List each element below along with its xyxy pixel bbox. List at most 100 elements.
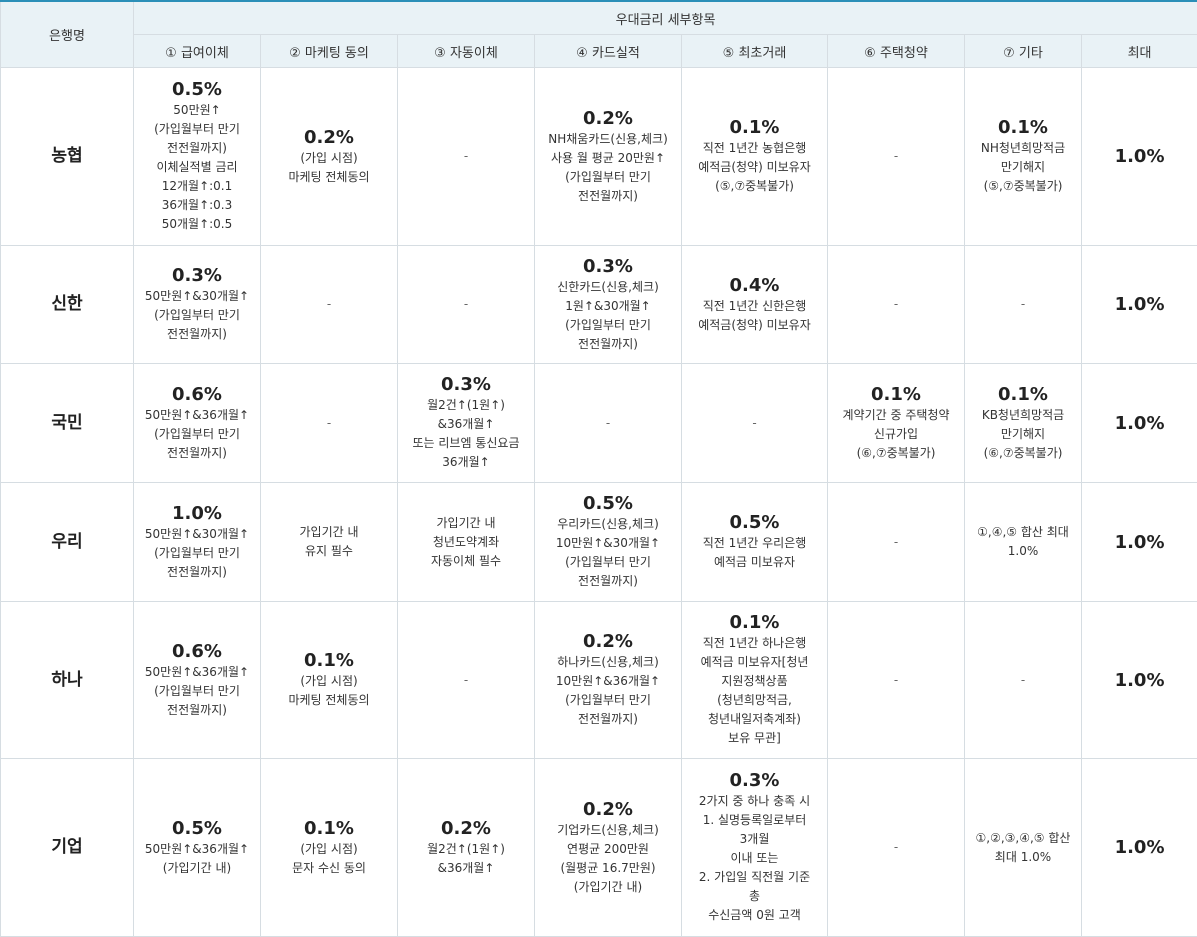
rate-value: 1.0% — [138, 503, 256, 525]
condition-text: (가입월부터 만기 — [138, 682, 256, 701]
condition-text: 전전월까지) — [539, 335, 677, 354]
bank-name-header: 은행명 — [1, 1, 134, 68]
bank-name: 신한 — [1, 246, 134, 364]
empty-dash: - — [265, 295, 393, 314]
condition-text: NH채움카드(신용,체크) — [539, 130, 677, 149]
condition-text: 가입기간 내 — [402, 514, 530, 533]
condition-text: (⑥,⑦중복불가) — [832, 444, 960, 463]
condition-text: 1원↑&30개월↑ — [539, 297, 677, 316]
condition-text: 1.0% — [969, 542, 1077, 561]
cell-marketing-consent: 0.1%(가입 시점)마케팅 전체동의 — [261, 602, 398, 759]
condition-text: (⑤,⑦중복불가) — [686, 177, 823, 196]
condition-text: 마케팅 전체동의 — [265, 168, 393, 187]
col-header-salary-transfer: ① 급여이체 — [134, 35, 261, 68]
condition-text: 직전 1년간 신한은행 — [686, 297, 823, 316]
empty-dash: - — [539, 414, 677, 433]
cell-housing-subscription: - — [828, 246, 965, 364]
condition-text: (가입 시점) — [265, 840, 393, 859]
col-header-card-usage: ④ 카드실적 — [535, 35, 682, 68]
condition-text: 예적금 미보유자[청년 — [686, 653, 823, 672]
rate-value: 0.2% — [539, 108, 677, 130]
condition-text: 사용 월 평균 20만원↑ — [539, 149, 677, 168]
cell-marketing-consent: 0.1%(가입 시점)문자 수신 동의 — [261, 759, 398, 937]
condition-text: 신규가입 — [832, 425, 960, 444]
condition-text: 직전 1년간 하나은행 — [686, 634, 823, 653]
rate-value: 0.1% — [686, 117, 823, 139]
condition-text: (가입 시점) — [265, 149, 393, 168]
rate-value: 0.2% — [265, 127, 393, 149]
condition-text: 유지 필수 — [265, 542, 393, 561]
condition-text: (가입 시점) — [265, 672, 393, 691]
col-header-first-transaction: ⑤ 최초거래 — [682, 35, 828, 68]
condition-text: 전전월까지) — [539, 187, 677, 206]
rate-value: 0.1% — [265, 650, 393, 672]
condition-text: 예적금(청약) 미보유자 — [686, 316, 823, 335]
condition-text: (가입월부터 만기 — [539, 168, 677, 187]
condition-text: 자동이체 필수 — [402, 552, 530, 571]
col-header-auto-transfer: ③ 자동이체 — [398, 35, 535, 68]
cell-housing-subscription: - — [828, 68, 965, 246]
condition-text: 10만원↑&30개월↑ — [539, 534, 677, 553]
condition-text: 50만원↑&36개월↑ — [138, 840, 256, 859]
preferential-detail-header: 우대금리 세부항목 — [134, 1, 1197, 35]
cell-other: - — [965, 246, 1082, 364]
max-rate: 1.0% — [1082, 602, 1197, 759]
rate-value: 0.6% — [138, 384, 256, 406]
condition-text: (⑤,⑦중복불가) — [969, 177, 1077, 196]
condition-text: 하나카드(신용,체크) — [539, 653, 677, 672]
rate-value: 0.5% — [138, 79, 256, 101]
condition-text: 최대 1.0% — [969, 848, 1077, 867]
empty-dash: - — [402, 671, 530, 690]
condition-text: 문자 수신 동의 — [265, 859, 393, 878]
condition-text: 2. 가입일 직전월 기준 — [686, 868, 823, 887]
condition-text: (가입일부터 만기 — [138, 306, 256, 325]
bank-name: 농협 — [1, 68, 134, 246]
cell-housing-subscription: - — [828, 759, 965, 937]
rate-value: 0.2% — [539, 799, 677, 821]
condition-text: 보유 무관] — [686, 729, 823, 748]
cell-auto-transfer: - — [398, 602, 535, 759]
rate-value: 0.3% — [686, 770, 823, 792]
condition-text: 예적금(청약) 미보유자 — [686, 158, 823, 177]
max-rate: 1.0% — [1082, 246, 1197, 364]
condition-text: 50만원↑&30개월↑ — [138, 525, 256, 544]
rate-value: 0.1% — [265, 818, 393, 840]
cell-housing-subscription: - — [828, 602, 965, 759]
condition-text: 직전 1년간 농협은행 — [686, 139, 823, 158]
condition-text: 마케팅 전체동의 — [265, 691, 393, 710]
condition-text: 계약기간 중 주택청약 — [832, 406, 960, 425]
condition-text: 연평균 200만원 — [539, 840, 677, 859]
empty-dash: - — [832, 838, 960, 857]
condition-text: 수신금액 0원 고객 — [686, 906, 823, 925]
cell-marketing-consent: - — [261, 246, 398, 364]
cell-auto-transfer: - — [398, 246, 535, 364]
condition-text: 전전월까지) — [539, 572, 677, 591]
condition-text: (가입월부터 만기 — [138, 425, 256, 444]
cell-marketing-consent: 0.2%(가입 시점)마케팅 전체동의 — [261, 68, 398, 246]
condition-text: 전전월까지) — [138, 563, 256, 582]
condition-text: 50만원↑&36개월↑ — [138, 663, 256, 682]
cell-first-transaction: - — [682, 364, 828, 483]
rate-value: 0.3% — [539, 256, 677, 278]
condition-text: (가입기간 내) — [539, 878, 677, 897]
condition-text: &36개월↑ — [402, 859, 530, 878]
rate-value: 0.1% — [969, 117, 1077, 139]
rate-value: 0.3% — [138, 265, 256, 287]
condition-text: 36개월↑ — [402, 453, 530, 472]
rate-value: 0.2% — [402, 818, 530, 840]
condition-text: ①,②,③,④,⑤ 합산 — [969, 829, 1077, 848]
condition-text: 총 — [686, 887, 823, 906]
condition-text: 월2건↑(1원↑) — [402, 396, 530, 415]
condition-text: 전전월까지) — [138, 701, 256, 720]
